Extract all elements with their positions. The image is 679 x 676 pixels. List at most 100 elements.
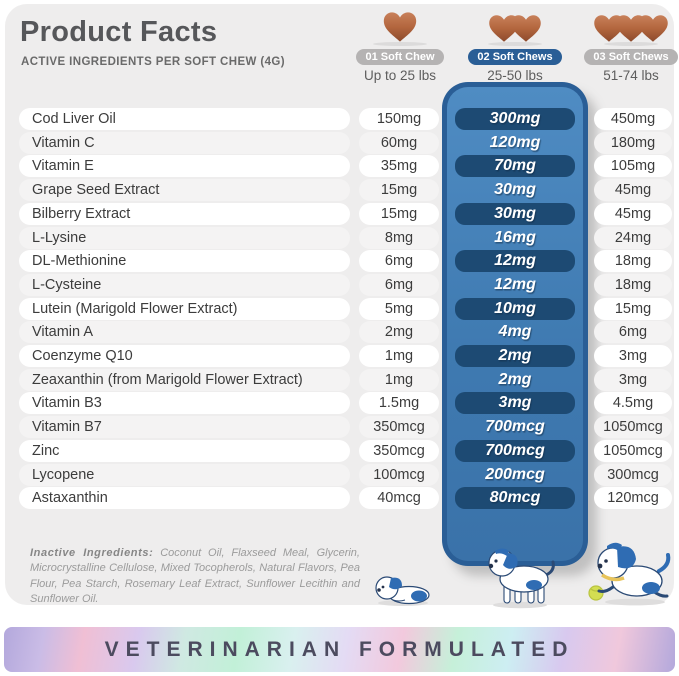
ingredient-name: Lutein (Marigold Flower Extract) bbox=[19, 297, 350, 320]
dose-3-value: 1050mcg bbox=[594, 439, 672, 462]
table-row: Vitamin B3 1.5mg 3mg 4.5mg bbox=[5, 392, 679, 415]
dose-3-weight-range: 51-74 lbs bbox=[603, 68, 659, 83]
table-row: Zeaxanthin (from Marigold Flower Extract… bbox=[5, 368, 679, 391]
table-row: L-Lysine 8mg 16mg 24mg bbox=[5, 226, 679, 249]
dose-3-value: 18mg bbox=[594, 273, 672, 296]
inactive-ingredients: Inactive Ingredients: Coconut Oil, Flaxs… bbox=[30, 546, 360, 608]
dose-2-value: 30mg bbox=[494, 181, 536, 199]
dose-2-value: 70mg bbox=[455, 155, 575, 178]
dose-2-weight-range: 25-50 lbs bbox=[487, 68, 543, 83]
ingredient-name: Vitamin B7 bbox=[19, 416, 350, 439]
dose-3-value: 120mcg bbox=[594, 487, 672, 510]
dose-3-value: 180mg bbox=[594, 131, 672, 154]
ingredient-name: Coenzyme Q10 bbox=[19, 345, 350, 367]
two-chews-icon bbox=[486, 10, 544, 44]
table-row: Lycopene 100mcg 200mcg 300mcg bbox=[5, 463, 679, 486]
dose-1-value: 40mcg bbox=[359, 487, 439, 510]
dose-2-value: 4mg bbox=[498, 323, 532, 341]
dose-1-badge: 01 Soft Chew bbox=[356, 49, 444, 65]
table-row: Coenzyme Q10 1mg 2mg 3mg bbox=[5, 345, 679, 367]
dose-column-header-2: 02 Soft Chews 25-50 lbs bbox=[467, 10, 563, 83]
dose-3-value: 45mg bbox=[594, 179, 672, 202]
dose-1-value: 1mg bbox=[359, 345, 439, 367]
dog-walking-icon bbox=[488, 548, 555, 609]
dose-2-value: 700mcg bbox=[455, 439, 575, 462]
table-row: Vitamin A 2mg 4mg 6mg bbox=[5, 321, 679, 344]
dose-2-value: 700mcg bbox=[485, 418, 545, 436]
ingredient-name: Bilberry Extract bbox=[19, 202, 350, 225]
ingredient-name: Vitamin A bbox=[19, 321, 350, 344]
dose-3-value: 300mcg bbox=[594, 463, 672, 486]
table-row: Grape Seed Extract 15mg 30mg 45mg bbox=[5, 179, 679, 202]
inactive-ingredients-label: Inactive Ingredients: bbox=[30, 547, 154, 559]
dose-column-header-3: 03 Soft Chews 51-74 lbs bbox=[583, 10, 679, 83]
ingredient-name: Zeaxanthin (from Marigold Flower Extract… bbox=[19, 368, 350, 391]
dose-3-value: 6mg bbox=[594, 321, 672, 344]
dose-2-value: 3mg bbox=[455, 392, 575, 415]
dose-1-weight-range: Up to 25 lbs bbox=[363, 68, 437, 83]
ingredient-name: L-Lysine bbox=[19, 226, 350, 249]
ingredient-name: Astaxanthin bbox=[19, 487, 350, 510]
one-chew-icon bbox=[380, 10, 420, 44]
dose-column-header-1: 01 Soft Chew Up to 25 lbs bbox=[354, 10, 446, 83]
chew-shadow bbox=[373, 42, 427, 46]
three-chews-icon bbox=[591, 10, 671, 44]
banner-text: VETERINARIAN FORMULATED bbox=[104, 637, 575, 661]
table-row: DL-Methionine 6mg 12mg 18mg bbox=[5, 250, 679, 273]
dose-1-value: 35mg bbox=[359, 155, 439, 178]
ingredient-name: Grape Seed Extract bbox=[19, 179, 350, 202]
dose-3-value: 15mg bbox=[594, 297, 672, 320]
dose-3-value: 18mg bbox=[594, 250, 672, 273]
dose-1-value: 1.5mg bbox=[359, 392, 439, 415]
dose-1-value: 60mg bbox=[359, 131, 439, 154]
table-row: Zinc 350mcg 700mcg 1050mcg bbox=[5, 439, 679, 462]
ingredient-name: DL-Methionine bbox=[19, 250, 350, 273]
dose-1-value: 1mg bbox=[359, 368, 439, 391]
table-row: L-Cysteine 6mg 12mg 18mg bbox=[5, 273, 679, 296]
dose-2-value: 200mcg bbox=[485, 465, 545, 483]
dose-2-badge: 02 Soft Chews bbox=[468, 49, 562, 65]
ingredient-name: Vitamin B3 bbox=[19, 392, 350, 415]
dose-3-value: 45mg bbox=[594, 202, 672, 225]
table-row: Vitamin B7 350mcg 700mcg 1050mcg bbox=[5, 416, 679, 439]
dose-1-value: 15mg bbox=[359, 202, 439, 225]
ingredient-name: Lycopene bbox=[19, 463, 350, 486]
dose-1-value: 150mg bbox=[359, 108, 439, 130]
dose-1-value: 100mcg bbox=[359, 463, 439, 486]
dose-2-value: 120mg bbox=[489, 133, 541, 151]
dose-2-value: 12mg bbox=[455, 250, 575, 273]
dose-3-value: 450mg bbox=[594, 108, 672, 130]
dose-3-value: 1050mcg bbox=[594, 416, 672, 439]
ingredient-name: Cod Liver Oil bbox=[19, 108, 350, 130]
dose-1-value: 8mg bbox=[359, 226, 439, 249]
page-subtitle: ACTIVE INGREDIENTS PER SOFT CHEW (4G) bbox=[21, 56, 285, 68]
chew-shadow bbox=[488, 42, 542, 46]
dose-3-value: 4.5mg bbox=[594, 392, 672, 415]
veterinarian-formulated-banner: VETERINARIAN FORMULATED bbox=[4, 627, 675, 672]
dose-2-value: 30mg bbox=[455, 202, 575, 225]
table-row: Lutein (Marigold Flower Extract) 5mg 10mg 1… bbox=[5, 297, 679, 320]
table-row: Vitamin C 60mg 120mg 180mg bbox=[5, 131, 679, 154]
puppy-lying-icon bbox=[375, 576, 430, 606]
dose-2-value: 80mcg bbox=[455, 487, 575, 510]
chew-shadow bbox=[604, 42, 658, 46]
dog-running-icon bbox=[588, 542, 671, 606]
product-facts-card: Product Facts ACTIVE INGREDIENTS PER SOF… bbox=[5, 4, 678, 609]
ingredient-name: Vitamin E bbox=[19, 155, 350, 178]
dose-3-value: 24mg bbox=[594, 226, 672, 249]
dose-2-value: 2mg bbox=[498, 370, 532, 388]
dose-2-value: 12mg bbox=[494, 275, 536, 293]
table-row: Cod Liver Oil 150mg 300mg 450mg bbox=[5, 108, 679, 130]
ingredient-name: Vitamin C bbox=[19, 131, 350, 154]
ingredient-name: Zinc bbox=[19, 439, 350, 462]
dose-3-value: 3mg bbox=[594, 345, 672, 367]
dose-1-value: 2mg bbox=[359, 321, 439, 344]
dose-3-badge: 03 Soft Chews bbox=[584, 49, 678, 65]
dose-2-value: 2mg bbox=[455, 345, 575, 367]
table-row: Vitamin E 35mg 70mg 105mg bbox=[5, 155, 679, 178]
dose-2-value: 16mg bbox=[494, 228, 536, 246]
inactive-ingredients-text: Coconut Oil, Flaxseed Meal, Glycerin, Mi… bbox=[30, 547, 360, 606]
dose-1-value: 6mg bbox=[359, 250, 439, 273]
table-row: Astaxanthin 40mcg 80mcg 120mcg bbox=[5, 487, 679, 510]
